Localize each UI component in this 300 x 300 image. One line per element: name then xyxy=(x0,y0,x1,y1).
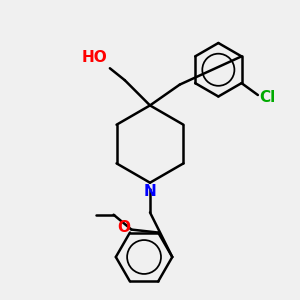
Text: N: N xyxy=(144,184,156,199)
Text: HO: HO xyxy=(81,50,107,65)
Text: Cl: Cl xyxy=(260,91,276,106)
Text: O: O xyxy=(117,220,130,235)
